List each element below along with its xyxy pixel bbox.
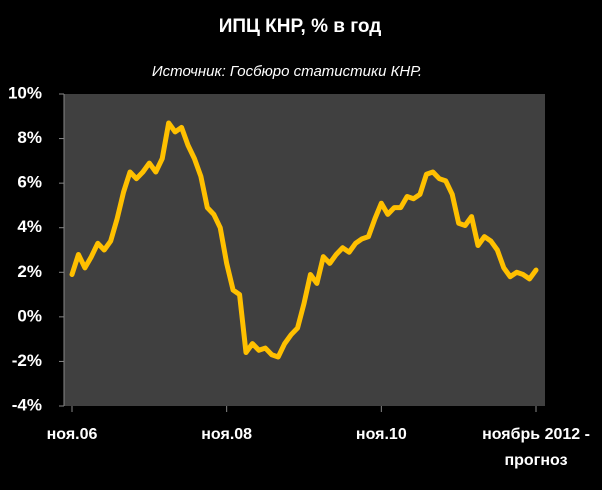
x-tick-label: ноябрь 2012 - прогноз xyxy=(482,426,590,469)
y-tick-label: 8% xyxy=(17,128,42,147)
x-tick-label: ноя.08 xyxy=(201,426,253,443)
x-tick-label: ноя.10 xyxy=(355,426,407,443)
y-tick-label: 4% xyxy=(17,217,42,236)
chart-title: ИПЦ КНР, % в год xyxy=(219,16,382,37)
y-tick-label: -4% xyxy=(12,395,42,414)
y-tick-label: 10% xyxy=(8,83,42,102)
y-tick-label: 0% xyxy=(17,306,42,325)
y-tick-label: 6% xyxy=(17,173,42,192)
y-tick-label: -2% xyxy=(12,351,42,370)
chart-subtitle: Источник: Госбюро статистики КНР. xyxy=(152,63,422,80)
plot-area xyxy=(64,94,545,406)
x-tick-label: ноя.06 xyxy=(46,426,98,443)
y-tick-label: 2% xyxy=(17,262,42,281)
line xyxy=(69,120,539,360)
